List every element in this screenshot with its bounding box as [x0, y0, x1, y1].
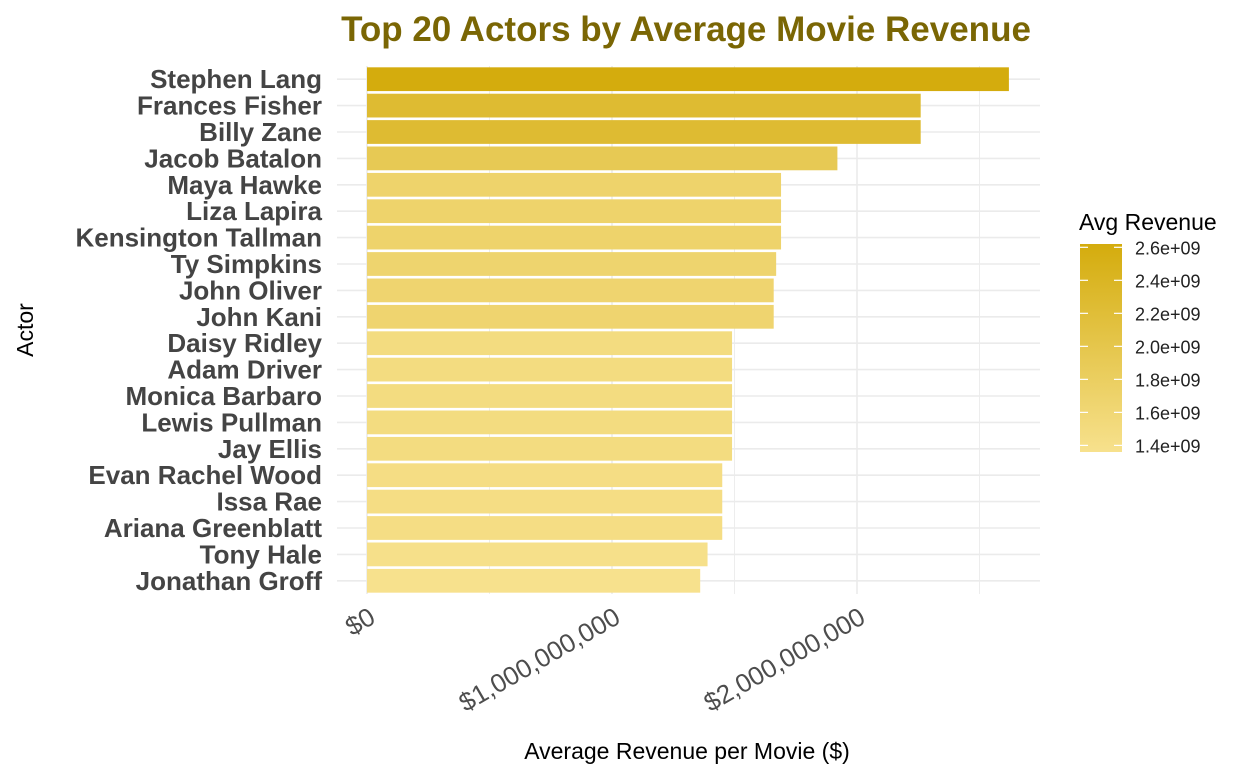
y-tick-label: John Oliver [179, 275, 322, 305]
y-tick-label: Liza Lapira [186, 196, 322, 226]
y-tick-label: Jonathan Groff [136, 566, 323, 596]
legend-label: 2.0e+09 [1135, 337, 1201, 357]
y-tick-label: Ty Simpkins [171, 249, 322, 279]
y-tick-label: Ariana Greenblatt [104, 513, 323, 543]
bar [367, 568, 701, 593]
y-tick-label: Issa Rae [216, 487, 322, 517]
y-tick-label: Frances Fisher [137, 91, 322, 121]
x-tick-label: $1,000,000,000 [453, 601, 625, 717]
bar [367, 357, 733, 382]
y-tick-label: Lewis Pullman [141, 407, 322, 437]
legend-label: 1.4e+09 [1135, 436, 1201, 456]
color-legend: Avg Revenue 2.6e+09 2.4e+09 2.2e+09 2.0e+09… [1079, 209, 1217, 456]
bar [367, 331, 733, 356]
y-tick-label: Billy Zane [199, 117, 322, 147]
y-tick-label: Jacob Batalon [144, 143, 322, 173]
x-axis-title: Average Revenue per Movie ($) [524, 738, 850, 764]
x-tick-label: $2,000,000,000 [698, 601, 870, 717]
x-tick-labels: $0 $1,000,000,000 $2,000,000,000 [340, 601, 870, 717]
bar [367, 516, 723, 540]
y-tick-label: Jay Ellis [218, 434, 322, 464]
bar [367, 252, 777, 276]
legend-colorbar [1080, 244, 1122, 452]
bar [367, 199, 782, 224]
bar [367, 489, 723, 514]
x-tick-label: $0 [340, 601, 380, 641]
legend-label: 1.6e+09 [1135, 403, 1201, 423]
bar [367, 278, 774, 303]
bar [367, 93, 921, 118]
bar [367, 120, 921, 144]
bar [367, 146, 838, 171]
grid-lines [337, 66, 1040, 594]
bar [367, 410, 733, 435]
bars [367, 67, 1009, 593]
legend-labels: 2.6e+09 2.4e+09 2.2e+09 2.0e+09 1.8e+09 1.6e+… [1080, 238, 1201, 456]
y-tick-label: Daisy Ridley [167, 328, 322, 358]
y-tick-label: John Kani [196, 302, 322, 332]
bar [367, 67, 1009, 92]
y-tick-label: Monica Barbaro [126, 381, 323, 411]
y-tick-label: Tony Hale [200, 539, 322, 569]
legend-title: Avg Revenue [1079, 209, 1217, 235]
y-tick-label: Maya Hawke [167, 170, 322, 200]
chart-title: Top 20 Actors by Average Movie Revenue [341, 10, 1031, 49]
y-tick-label: Adam Driver [167, 355, 322, 385]
y-tick-label: Stephen Lang [150, 64, 322, 94]
bar [367, 304, 774, 329]
legend-label: 2.2e+09 [1135, 304, 1201, 324]
y-tick-label: Evan Rachel Wood [88, 460, 322, 490]
legend-label: 2.4e+09 [1135, 271, 1201, 291]
y-tick-label: Kensington Tallman [75, 223, 322, 253]
bar [367, 172, 782, 197]
bar [367, 225, 782, 250]
bar [367, 542, 708, 567]
bar [367, 463, 723, 488]
legend-label: 1.8e+09 [1135, 370, 1201, 390]
bar [367, 436, 733, 461]
bar [367, 384, 733, 408]
y-axis-title: Actor [12, 303, 38, 357]
legend-label: 2.6e+09 [1135, 238, 1201, 258]
